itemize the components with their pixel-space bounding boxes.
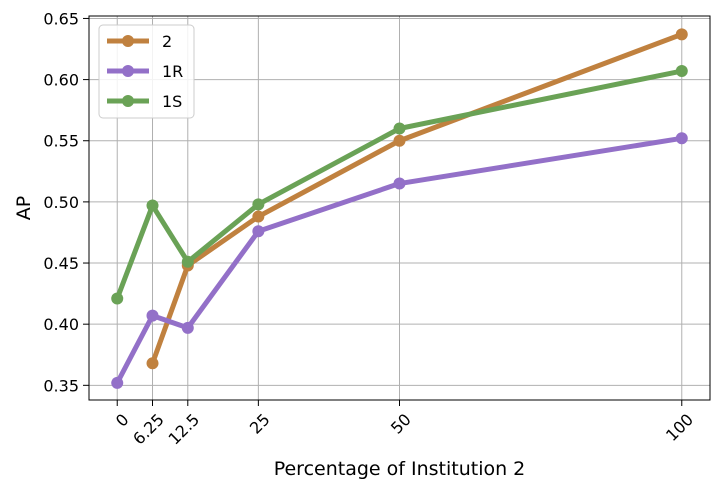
legend-item-1R: 1R bbox=[107, 62, 183, 81]
x-tick-label: 25 bbox=[246, 410, 274, 438]
legend-item-2: 2 bbox=[107, 32, 172, 51]
data-point-2 bbox=[252, 210, 265, 223]
data-point-1R bbox=[181, 321, 194, 334]
y-tick-label: 0.55 bbox=[43, 132, 79, 151]
data-point-2 bbox=[393, 134, 406, 147]
x-tick-label: 100 bbox=[662, 410, 697, 445]
series-1R bbox=[111, 132, 688, 389]
y-axis: 0.35 0.40 0.45 0.50 0.55 0.60 0.65 bbox=[43, 9, 89, 395]
x-axis-title: Percentage of Institution 2 bbox=[274, 458, 526, 480]
data-point-2 bbox=[675, 28, 688, 41]
x-tick-label: 6.25 bbox=[129, 410, 168, 449]
y-tick-label: 0.60 bbox=[43, 71, 79, 90]
data-point-2 bbox=[146, 357, 159, 370]
x-tick-label: 50 bbox=[387, 410, 415, 438]
x-tick-label: 0 bbox=[112, 410, 133, 431]
data-point-1S bbox=[393, 122, 406, 135]
y-tick-label: 0.50 bbox=[43, 193, 79, 212]
x-tick-label: 12.5 bbox=[164, 410, 203, 449]
y-tick-label: 0.65 bbox=[43, 9, 79, 28]
y-tick-label: 0.45 bbox=[43, 254, 79, 273]
legend-item-1S: 1S bbox=[107, 92, 182, 111]
data-point-1R bbox=[393, 177, 406, 190]
legend-label: 2 bbox=[162, 32, 172, 51]
legend: 2 1R 1S bbox=[98, 24, 195, 119]
y-tick-label: 0.35 bbox=[43, 376, 79, 395]
y-axis-title: AP bbox=[13, 196, 35, 220]
data-point-1R bbox=[111, 376, 124, 389]
legend-swatch-marker bbox=[122, 65, 134, 77]
legend-swatch-marker bbox=[122, 95, 134, 107]
series-line-1R bbox=[114, 135, 685, 386]
series-line-2 bbox=[150, 31, 685, 366]
series-line-1S bbox=[114, 68, 685, 301]
data-point-1R bbox=[675, 132, 688, 145]
y-tick-label: 0.40 bbox=[43, 315, 79, 334]
data-point-1S bbox=[146, 199, 159, 212]
legend-swatch-marker bbox=[122, 35, 134, 47]
data-point-1R bbox=[252, 225, 265, 238]
legend-label: 1R bbox=[162, 62, 183, 81]
data-point-1S bbox=[181, 255, 194, 268]
legend-label: 1S bbox=[162, 92, 182, 111]
series-1S bbox=[111, 65, 688, 305]
data-point-1S bbox=[252, 198, 265, 211]
data-point-1S bbox=[675, 65, 688, 78]
data-point-1S bbox=[111, 292, 124, 305]
series-layer bbox=[111, 28, 688, 389]
data-point-1R bbox=[146, 309, 159, 322]
